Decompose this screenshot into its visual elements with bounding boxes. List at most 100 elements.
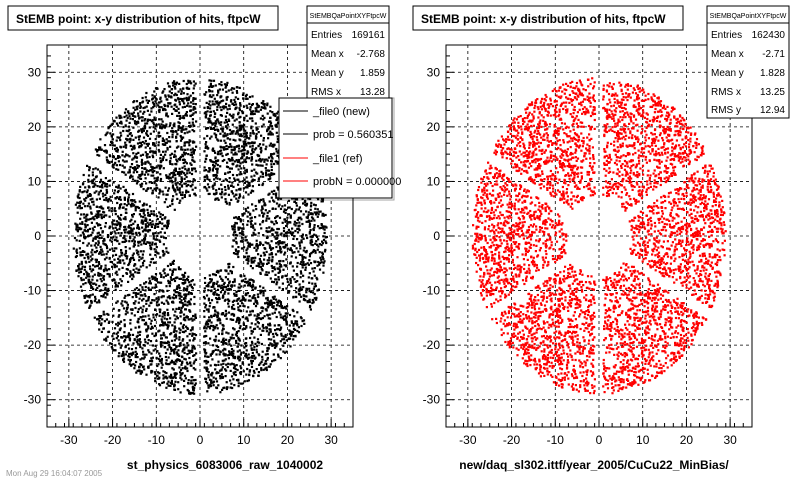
hit-point	[247, 363, 250, 366]
hit-point	[189, 80, 192, 83]
hit-point	[183, 316, 186, 319]
hit-point	[279, 207, 283, 210]
hit-point	[322, 257, 325, 261]
hit-point	[170, 359, 174, 362]
hit-point	[221, 88, 224, 91]
hit-point	[268, 244, 271, 247]
hit-point	[248, 137, 251, 140]
hit-point	[138, 103, 141, 106]
hit-point	[275, 283, 278, 286]
hit-point	[314, 282, 317, 285]
hit-point	[107, 330, 110, 334]
hit-point	[158, 192, 161, 195]
hit-point	[143, 209, 146, 212]
hit-point	[272, 306, 275, 309]
hit-point	[80, 267, 83, 270]
hit-point	[209, 104, 212, 107]
hit-point	[139, 154, 142, 157]
hit-point	[214, 151, 217, 154]
hit-point	[151, 370, 154, 373]
hit-point	[192, 149, 195, 152]
hit-point	[303, 246, 306, 249]
hit-point	[191, 349, 194, 352]
hit-point	[241, 112, 244, 115]
hit-point	[135, 360, 138, 364]
hit-point	[277, 353, 280, 356]
hit-point	[225, 363, 228, 366]
hit-point	[175, 351, 178, 354]
hit-point	[117, 221, 120, 224]
hit-point	[158, 311, 162, 314]
hit-point	[222, 99, 225, 102]
hit-point	[182, 338, 185, 341]
hit-point	[181, 98, 184, 101]
hit-point	[151, 94, 154, 97]
hit-point	[166, 301, 169, 304]
hit-point	[117, 315, 120, 318]
hit-point	[163, 225, 166, 228]
hit-point	[153, 95, 156, 98]
hit-point	[260, 106, 263, 109]
hit-point	[157, 330, 160, 333]
hit-point	[257, 253, 260, 256]
hit-point	[208, 281, 212, 284]
hit-point	[266, 235, 269, 238]
hit-point	[208, 316, 211, 319]
hit-point	[123, 115, 126, 119]
hit-point	[245, 342, 248, 345]
hit-point	[98, 267, 101, 270]
hit-point	[169, 122, 172, 125]
hit-point	[172, 278, 175, 281]
hit-point	[165, 112, 168, 115]
hit-point	[260, 170, 263, 173]
hit-point	[316, 208, 319, 211]
hit-point	[173, 169, 176, 172]
hit-point	[154, 332, 158, 335]
hit-point	[232, 233, 235, 236]
hit-point	[205, 141, 208, 144]
hit-point	[206, 110, 209, 113]
hit-point	[91, 275, 94, 278]
hit-point	[174, 294, 178, 298]
hit-point	[155, 285, 158, 288]
hit-point	[126, 116, 129, 120]
hit-point	[254, 204, 257, 208]
hit-point	[307, 263, 310, 266]
hit-point	[153, 187, 156, 190]
hit-point	[119, 327, 122, 330]
hit-point	[187, 98, 190, 102]
hit-point	[261, 350, 264, 353]
hit-point	[208, 95, 211, 98]
hit-point	[219, 139, 223, 142]
hit-point	[295, 273, 299, 276]
hit-point	[298, 290, 301, 293]
hit-point	[228, 104, 231, 107]
hit-point	[255, 249, 258, 252]
hit-point	[175, 146, 179, 149]
hit-point	[217, 349, 220, 352]
hit-point	[207, 384, 210, 387]
hit-point	[270, 303, 273, 306]
hit-point	[194, 103, 197, 106]
hit-point	[105, 268, 108, 271]
hit-point	[179, 322, 182, 325]
hit-point	[237, 168, 240, 171]
hit-point	[249, 278, 252, 281]
hit-point	[80, 213, 83, 216]
hit-point	[102, 327, 105, 330]
hit-point	[298, 283, 301, 286]
hit-point	[120, 249, 123, 252]
hit-point	[77, 265, 80, 268]
hit-point	[230, 151, 233, 154]
hit-point	[265, 327, 268, 330]
hit-point	[212, 324, 215, 328]
hit-point	[115, 139, 118, 142]
hit-point	[215, 293, 218, 296]
hit-point	[247, 353, 250, 356]
hit-point	[144, 106, 147, 109]
hit-point	[214, 198, 217, 201]
hit-point	[94, 242, 97, 245]
hit-point	[266, 169, 269, 172]
hit-point	[94, 148, 97, 151]
hit-point	[147, 118, 150, 121]
